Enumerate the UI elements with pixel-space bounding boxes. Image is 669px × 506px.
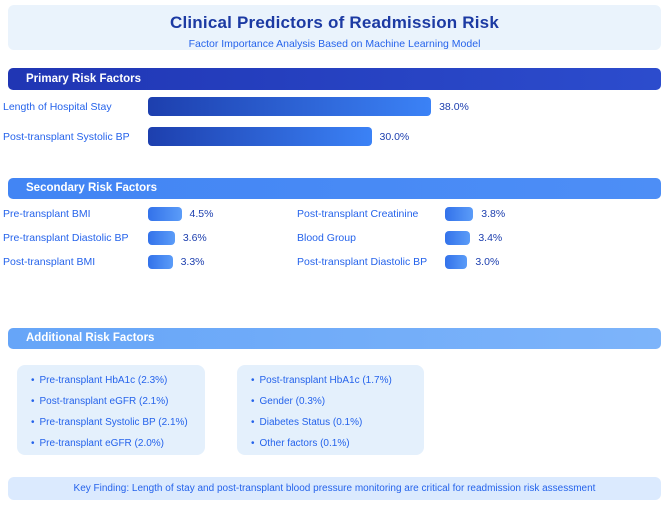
- bar-label: Post-transplant BMI: [3, 255, 96, 268]
- bar: [148, 127, 372, 146]
- bar: [445, 206, 474, 221]
- bar: [148, 254, 173, 269]
- additional-factors-panel-left: Pre-transplant HbA1c (2.3%) Post-transpl…: [17, 365, 205, 455]
- list-item: Pre-transplant HbA1c (2.3%): [31, 370, 197, 391]
- title-banner: Clinical Predictors of Readmission Risk …: [8, 5, 661, 50]
- bar-value: 3.3%: [180, 255, 205, 268]
- list-item: Diabetes Status (0.1%): [251, 412, 416, 433]
- bar-label: Blood Group: [297, 231, 356, 244]
- bar-value: 3.6%: [182, 231, 207, 244]
- primary-bar-row: Post-transplant Systolic BP 30.0%: [3, 127, 409, 146]
- page-subtitle: Factor Importance Analysis Based on Mach…: [188, 38, 481, 50]
- bar: [148, 97, 432, 116]
- key-finding-banner: Key Finding: Length of stay and post-tra…: [8, 477, 661, 500]
- secondary-bar-row: Blood Group 3.4%: [297, 230, 502, 245]
- section-header-secondary: Secondary Risk Factors: [8, 178, 661, 199]
- secondary-bar-row: Pre-transplant Diastolic BP 3.6%: [3, 230, 207, 245]
- secondary-bar-row: Post-transplant Creatinine 3.8%: [297, 206, 505, 221]
- section-header-additional: Additional Risk Factors: [8, 328, 661, 349]
- bar: [445, 254, 468, 269]
- bar-label: Length of Hospital Stay: [3, 100, 112, 113]
- bar-label: Post-transplant Creatinine: [297, 207, 419, 220]
- list-item: Post-transplant HbA1c (1.7%): [251, 370, 416, 391]
- bar-value: 3.4%: [478, 231, 503, 244]
- page-title: Clinical Predictors of Readmission Risk: [169, 13, 499, 32]
- list-item: Gender (0.3%): [251, 391, 416, 412]
- section-header-primary: Primary Risk Factors: [8, 68, 661, 90]
- list-item: Post-transplant eGFR (2.1%): [31, 391, 197, 412]
- list-item: Pre-transplant eGFR (2.0%): [31, 433, 197, 454]
- secondary-bar-row: Pre-transplant BMI 4.5%: [3, 206, 213, 221]
- bar: [148, 230, 175, 245]
- additional-factors-panel-right: Post-transplant HbA1c (1.7%) Gender (0.3…: [237, 365, 424, 455]
- bar-value: 38.0%: [439, 100, 469, 113]
- bar-label: Pre-transplant BMI: [3, 207, 91, 220]
- bar-label: Post-transplant Systolic BP: [3, 130, 130, 143]
- bar-label: Pre-transplant Diastolic BP: [3, 231, 129, 244]
- bar-label: Post-transplant Diastolic BP: [297, 255, 428, 268]
- secondary-bar-row: Post-transplant Diastolic BP 3.0%: [297, 254, 499, 269]
- bar: [445, 230, 471, 245]
- bar-value: 3.8%: [481, 207, 506, 220]
- secondary-bar-row: Post-transplant BMI 3.3%: [3, 254, 205, 269]
- list-item: Pre-transplant Systolic BP (2.1%): [31, 412, 197, 433]
- bar: [148, 206, 182, 221]
- primary-bar-row: Length of Hospital Stay 38.0%: [3, 97, 469, 116]
- bar-value: 3.0%: [475, 255, 500, 268]
- bar-value: 4.5%: [189, 207, 214, 220]
- list-item: Other factors (0.1%): [251, 433, 416, 454]
- bar-value: 30.0%: [379, 130, 410, 143]
